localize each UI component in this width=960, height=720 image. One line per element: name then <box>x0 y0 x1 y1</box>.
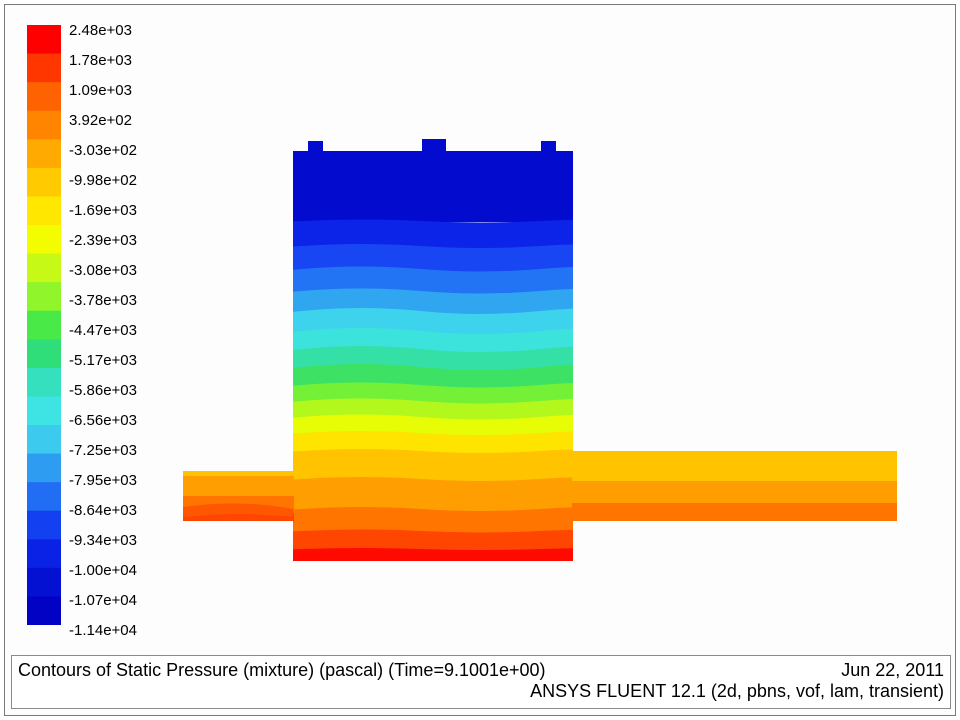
colorbar-tick-label: 1.09e+03 <box>69 76 137 106</box>
main-frame: 2.48e+031.78e+031.09e+033.92e+02-3.03e+0… <box>4 4 956 716</box>
colorbar-tick-label: -7.25e+03 <box>69 436 137 466</box>
colorbar-labels: 2.48e+031.78e+031.09e+033.92e+02-3.03e+0… <box>69 16 137 646</box>
colorbar-tick-label: -5.86e+03 <box>69 376 137 406</box>
colorbar-tick-label: -1.00e+04 <box>69 556 137 586</box>
colorbar-tick-label: -9.34e+03 <box>69 526 137 556</box>
colorbar-tick-label: 2.48e+03 <box>69 16 137 46</box>
colorbar-tick-label: -1.07e+04 <box>69 586 137 616</box>
contour-plot <box>183 131 897 561</box>
colorbar-tick-label: -6.56e+03 <box>69 406 137 436</box>
colorbar-tick-label: -3.78e+03 <box>69 286 137 316</box>
colorbar-tick-label: -7.95e+03 <box>69 466 137 496</box>
plot-area: 2.48e+031.78e+031.09e+033.92e+02-3.03e+0… <box>5 5 957 653</box>
footer-left: Contours of Static Pressure (mixture) (p… <box>18 660 546 681</box>
colorbar-tick-label: -2.39e+03 <box>69 226 137 256</box>
colorbar-tick-label: -3.08e+03 <box>69 256 137 286</box>
footer-caption: Contours of Static Pressure (mixture) (p… <box>11 655 951 709</box>
colorbar-tick-label: 1.78e+03 <box>69 46 137 76</box>
colorbar-tick-label: -9.98e+02 <box>69 166 137 196</box>
footer-software: ANSYS FLUENT 12.1 (2d, pbns, vof, lam, t… <box>530 681 944 701</box>
colorbar-tick-label: -3.03e+02 <box>69 136 137 166</box>
colorbar-tick-label: -1.69e+03 <box>69 196 137 226</box>
colorbar-tick-label: 3.92e+02 <box>69 106 137 136</box>
colorbar-tick-label: -5.17e+03 <box>69 346 137 376</box>
colorbar <box>27 25 61 625</box>
colorbar-tick-label: -8.64e+03 <box>69 496 137 526</box>
colorbar-tick-label: -1.14e+04 <box>69 616 137 646</box>
footer-date: Jun 22, 2011 <box>841 660 944 681</box>
colorbar-tick-label: -4.47e+03 <box>69 316 137 346</box>
